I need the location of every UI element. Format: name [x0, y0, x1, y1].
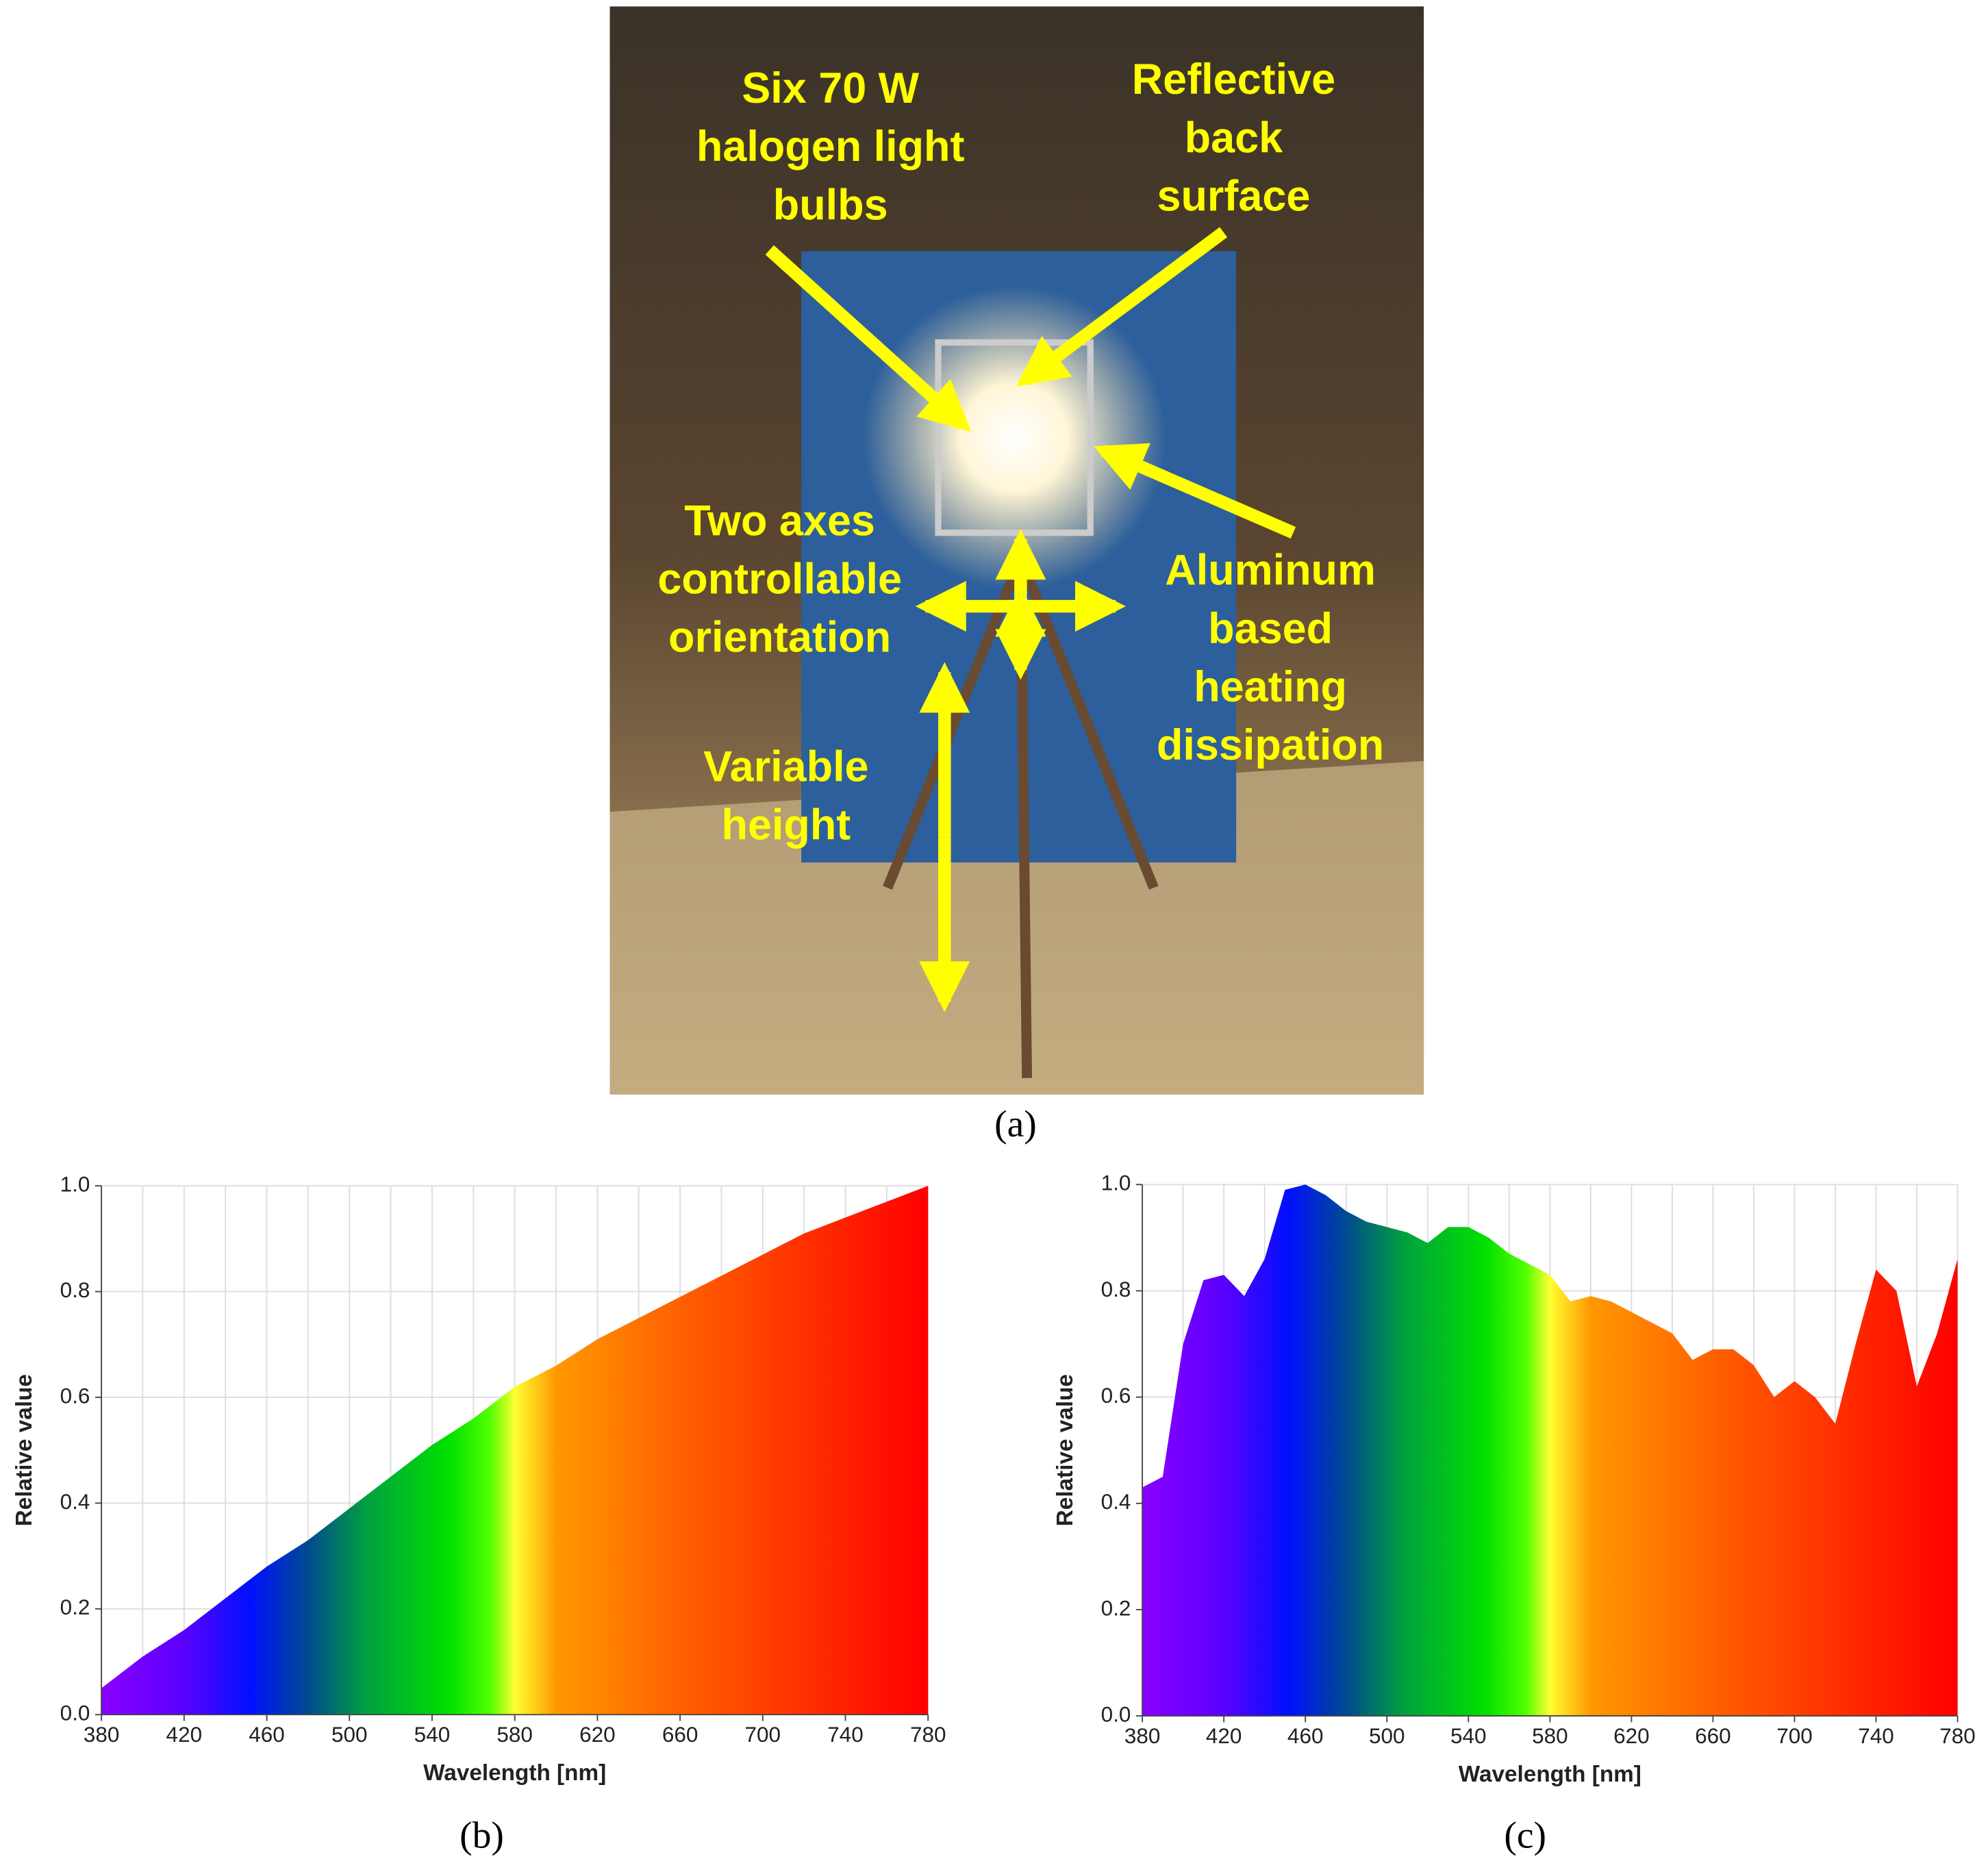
y-axis-title: Relative value [1053, 1374, 1078, 1526]
x-tick-label: 780 [910, 1723, 946, 1747]
photo [609, 6, 1424, 1095]
x-tick-label: 460 [249, 1723, 285, 1747]
x-tick-label: 540 [1450, 1724, 1487, 1748]
y-tick-label: 0.2 [1101, 1596, 1131, 1620]
annotation: orientation [668, 614, 891, 662]
y-tick-label: 0.0 [60, 1701, 90, 1725]
y-tick-label: 1.0 [1101, 1171, 1131, 1195]
area [1142, 1184, 1958, 1717]
annotation: Aluminum [1165, 547, 1376, 595]
annotation: Variable [703, 743, 868, 791]
x-tick-label: 740 [827, 1723, 864, 1747]
x-tick-label: 420 [166, 1723, 203, 1747]
x-tick-label: 460 [1287, 1724, 1324, 1748]
x-tick-label: 660 [1695, 1724, 1731, 1748]
x-tick-label: 620 [579, 1723, 616, 1747]
y-tick-label: 0.8 [1101, 1277, 1131, 1301]
area [101, 1186, 929, 1715]
annotation: height [721, 801, 851, 849]
x-tick-label: 580 [496, 1723, 533, 1747]
x-tick-label: 580 [1532, 1724, 1568, 1748]
annotation: bulbs [773, 181, 888, 229]
x-tick-label: 500 [331, 1723, 368, 1747]
annotation: based [1208, 605, 1333, 653]
annotation: halogen light [696, 123, 965, 171]
caption: (b) [460, 1814, 504, 1856]
y-tick-label: 0.8 [60, 1278, 90, 1302]
x-tick-label: 700 [1776, 1724, 1813, 1748]
annotation: Reflective [1132, 55, 1335, 103]
y-tick-label: 1.0 [60, 1173, 90, 1197]
y-tick-label: 0.4 [60, 1490, 90, 1514]
x-tick-label: 700 [745, 1723, 781, 1747]
x-tick-label: 740 [1858, 1724, 1894, 1748]
annotation: Two axes [684, 497, 875, 545]
y-tick-label: 0.4 [1101, 1490, 1131, 1514]
annotation: dissipation [1157, 721, 1384, 769]
caption: (a) [994, 1103, 1037, 1145]
y-tick-label: 0.6 [1101, 1384, 1131, 1408]
x-tick-label: 780 [1939, 1724, 1976, 1748]
y-tick-label: 0.2 [60, 1595, 90, 1619]
x-tick-label: 420 [1206, 1724, 1242, 1748]
y-axis-title: Relative value [12, 1374, 37, 1526]
annotation: controllable [657, 556, 902, 603]
y-tick-label: 0.6 [60, 1384, 90, 1408]
x-tick-label: 500 [1369, 1724, 1405, 1748]
annotation: Six 70 W [742, 64, 919, 112]
annotation: heating [1194, 663, 1347, 711]
x-axis-title: Wavelength [nm] [1459, 1762, 1641, 1787]
caption: (c) [1504, 1814, 1546, 1856]
x-tick-label: 660 [662, 1723, 699, 1747]
annotation: surface [1157, 172, 1310, 220]
x-tick-label: 380 [84, 1723, 120, 1747]
x-tick-label: 620 [1613, 1724, 1650, 1748]
x-tick-label: 380 [1124, 1724, 1161, 1748]
x-tick-label: 540 [414, 1723, 451, 1747]
x-axis-title: Wavelength [nm] [423, 1760, 606, 1786]
y-tick-label: 0.0 [1101, 1702, 1131, 1726]
annotation: back [1185, 114, 1283, 162]
